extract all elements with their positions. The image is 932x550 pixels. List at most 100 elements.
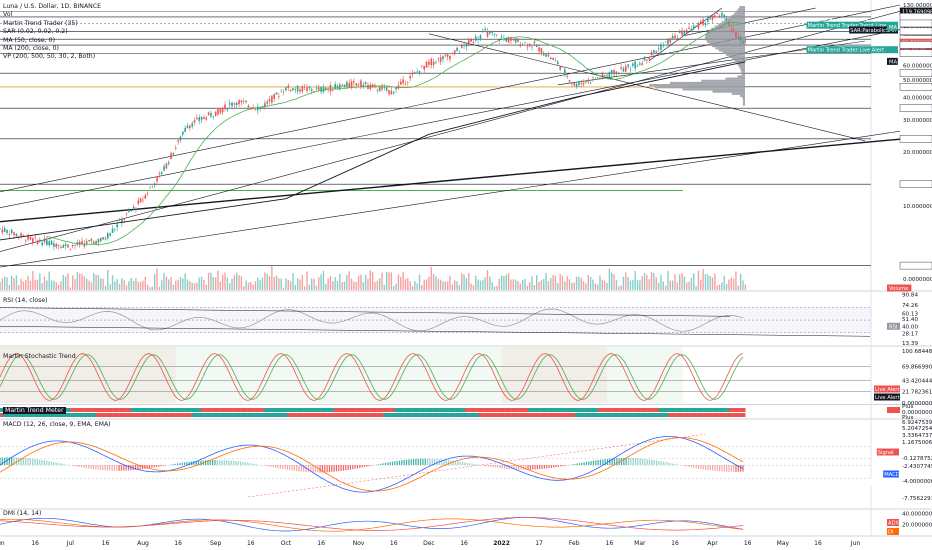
candle-body[interactable] bbox=[685, 29, 688, 33]
indicator-vol[interactable]: Vol bbox=[3, 11, 13, 19]
candle-body[interactable] bbox=[114, 228, 116, 230]
price-level-badge[interactable] bbox=[899, 261, 932, 270]
candle-body[interactable] bbox=[446, 54, 449, 57]
candle-body[interactable] bbox=[132, 206, 135, 209]
candle-body[interactable] bbox=[561, 66, 564, 68]
candle-body[interactable] bbox=[430, 59, 433, 66]
indicator-sar[interactable]: SAR (0.02, 0.02, 0.2) bbox=[3, 28, 68, 36]
candle-body[interactable] bbox=[32, 238, 34, 243]
candle-body[interactable] bbox=[587, 79, 590, 82]
candle-body[interactable] bbox=[552, 57, 554, 60]
candle-body[interactable] bbox=[524, 42, 526, 43]
candle-body[interactable] bbox=[301, 86, 304, 92]
candle-body[interactable] bbox=[449, 55, 451, 60]
candle-body[interactable] bbox=[353, 81, 355, 83]
candle-body[interactable] bbox=[249, 107, 252, 109]
candle-body[interactable] bbox=[90, 238, 93, 242]
candle-body[interactable] bbox=[411, 73, 414, 75]
indicator-martin-trend-trader[interactable]: Martin Trend Trader (35) bbox=[3, 19, 78, 27]
candle-body[interactable] bbox=[27, 235, 29, 240]
candle-body[interactable] bbox=[514, 38, 517, 43]
candle-body[interactable] bbox=[728, 21, 730, 25]
dmi-pane-label[interactable]: DMI (14, 14) bbox=[3, 510, 42, 517]
candle-body[interactable] bbox=[538, 47, 540, 52]
candle-body[interactable] bbox=[165, 163, 168, 169]
candle-body[interactable] bbox=[397, 85, 400, 89]
candle-body[interactable] bbox=[36, 240, 39, 245]
candle-body[interactable] bbox=[275, 92, 278, 95]
candle-body[interactable] bbox=[252, 107, 254, 109]
candle-body[interactable] bbox=[650, 52, 653, 56]
price-level-badges[interactable]: 119.7690986111.6674013102.606860392.7886… bbox=[899, 7, 932, 270]
candle-body[interactable] bbox=[43, 238, 46, 243]
candle-body[interactable] bbox=[437, 58, 440, 59]
candle-body[interactable] bbox=[99, 238, 102, 242]
candle-body[interactable] bbox=[578, 81, 580, 86]
candle-body[interactable] bbox=[137, 200, 140, 204]
candle-body[interactable] bbox=[535, 44, 538, 47]
candle-body[interactable] bbox=[196, 117, 198, 120]
candle-body[interactable] bbox=[575, 84, 578, 87]
candle-body[interactable] bbox=[254, 109, 257, 110]
candle-body[interactable] bbox=[320, 87, 322, 92]
candle-body[interactable] bbox=[334, 84, 336, 89]
indicator-vp[interactable]: VP (200, 500, 50, 30, 2, Both) bbox=[3, 53, 96, 61]
candle-body[interactable] bbox=[212, 116, 215, 117]
candle-body[interactable] bbox=[271, 95, 273, 103]
candle-body[interactable] bbox=[709, 18, 711, 20]
candle-body[interactable] bbox=[193, 120, 196, 123]
candle-body[interactable] bbox=[364, 81, 367, 84]
candle-body[interactable] bbox=[643, 56, 646, 61]
candle-body[interactable] bbox=[367, 84, 369, 90]
candle-body[interactable] bbox=[451, 52, 454, 54]
candle-body[interactable] bbox=[198, 117, 201, 121]
candle-body[interactable] bbox=[121, 218, 123, 224]
candle-body[interactable] bbox=[500, 36, 503, 38]
symbol-title[interactable]: Luna / U.S. Dollar, 1D, BINANCE bbox=[3, 3, 102, 10]
candle-body[interactable] bbox=[266, 101, 268, 104]
candle-body[interactable] bbox=[55, 243, 58, 248]
candle-body[interactable] bbox=[688, 27, 690, 30]
candle-body[interactable] bbox=[203, 117, 205, 119]
candle-body[interactable] bbox=[22, 234, 25, 236]
candle-body[interactable] bbox=[39, 239, 41, 242]
candle-body[interactable] bbox=[519, 45, 522, 47]
stoch-pane-label[interactable]: Martin Stochastic Trend bbox=[3, 353, 76, 360]
candle-body[interactable] bbox=[557, 61, 559, 64]
candle-body[interactable] bbox=[596, 77, 599, 79]
candle-body[interactable] bbox=[123, 219, 126, 220]
candle-body[interactable] bbox=[416, 71, 418, 73]
candle-body[interactable] bbox=[289, 89, 292, 92]
candle-body[interactable] bbox=[702, 19, 704, 25]
candle-body[interactable] bbox=[360, 80, 362, 88]
candle-body[interactable] bbox=[608, 71, 611, 78]
candle-body[interactable] bbox=[392, 91, 395, 94]
candle-body[interactable] bbox=[60, 247, 62, 249]
candle-body[interactable] bbox=[381, 86, 383, 90]
candle-body[interactable] bbox=[149, 187, 151, 189]
candle-body[interactable] bbox=[10, 229, 13, 234]
price-level-badge[interactable] bbox=[899, 104, 932, 112]
candle-body[interactable] bbox=[207, 112, 210, 115]
candle-body[interactable] bbox=[118, 219, 121, 221]
candle-body[interactable] bbox=[355, 83, 358, 86]
candle-body[interactable] bbox=[585, 80, 587, 83]
candle-body[interactable] bbox=[142, 199, 144, 201]
candle-body[interactable] bbox=[69, 249, 72, 250]
candle-body[interactable] bbox=[53, 243, 55, 247]
candle-body[interactable] bbox=[716, 12, 718, 14]
dmi-pane[interactable]: 40.000000020.0000000ADXDI bbox=[0, 512, 932, 536]
candle-body[interactable] bbox=[170, 153, 172, 160]
candle-body[interactable] bbox=[414, 72, 416, 73]
candle-body[interactable] bbox=[13, 232, 15, 236]
candle-body[interactable] bbox=[116, 224, 118, 228]
candle-body[interactable] bbox=[144, 195, 147, 199]
candle-body[interactable] bbox=[489, 31, 491, 34]
candle-body[interactable] bbox=[390, 90, 393, 94]
candle-body[interactable] bbox=[167, 162, 170, 164]
candle-body[interactable] bbox=[20, 233, 22, 237]
candle-body[interactable] bbox=[228, 103, 231, 105]
candle-body[interactable] bbox=[559, 66, 561, 70]
